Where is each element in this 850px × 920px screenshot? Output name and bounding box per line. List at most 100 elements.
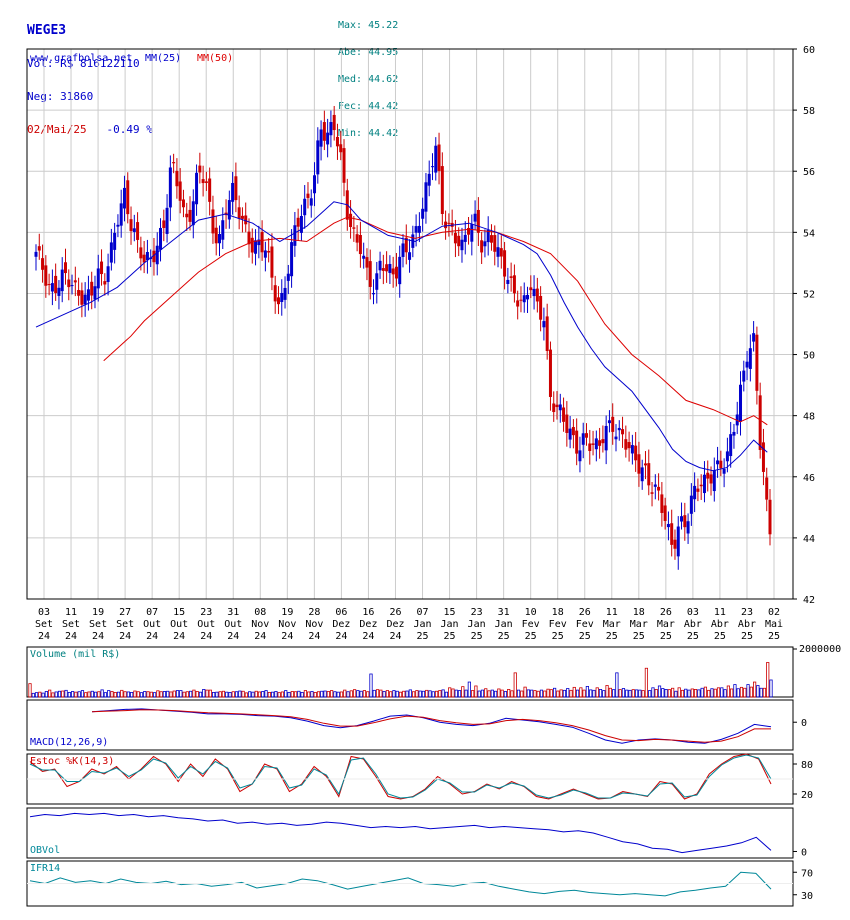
volume-bar: [661, 688, 665, 698]
candle-body: [44, 265, 48, 286]
volume-bar: [480, 689, 485, 698]
candle-body: [211, 209, 215, 234]
candle-body: [240, 215, 244, 219]
price-tick-label: 58: [803, 106, 815, 117]
ifr-series-line: [29, 871, 772, 897]
candle-body: [650, 492, 654, 494]
date-tick-year: 25: [498, 631, 510, 642]
candle-body: [529, 287, 533, 291]
price-frame: [26, 48, 794, 600]
date-tick-year: 24: [146, 631, 158, 642]
date-tick-month: Abr: [711, 619, 729, 630]
volume-bar: [130, 692, 134, 698]
candle-body: [447, 222, 451, 224]
candle-body: [748, 348, 752, 369]
volume-bar: [375, 689, 380, 698]
volume-bar: [267, 692, 271, 698]
candle-body: [113, 232, 117, 250]
volume-bar: [497, 688, 501, 698]
volume-bar: [80, 690, 85, 698]
volume-bar: [238, 690, 242, 698]
volume-bar: [313, 692, 317, 698]
volume-bar: [352, 689, 357, 698]
volume-bar: [700, 687, 704, 698]
candle-body: [532, 288, 536, 297]
candle-body: [339, 144, 343, 153]
candle-body: [689, 495, 693, 514]
volume-bar: [546, 688, 550, 698]
candle-body: [676, 526, 680, 557]
volume-bar: [369, 673, 373, 698]
volume-bar: [612, 689, 616, 698]
date-tick-month: Dez: [386, 619, 404, 630]
candle-body: [427, 173, 431, 186]
candle-body: [480, 240, 484, 253]
candle-body: [722, 468, 726, 474]
candle-body: [719, 460, 723, 469]
volume-panel: Volume (mil R$) 2000000: [26, 644, 841, 698]
candle-body: [716, 460, 720, 465]
candle-body: [761, 442, 765, 472]
volume-bar: [500, 689, 504, 698]
volume-bar: [582, 689, 586, 698]
candle-body: [175, 170, 179, 187]
stat-max: Max: 45.22: [338, 21, 398, 31]
candle-body: [309, 198, 313, 206]
candle-body: [358, 235, 362, 255]
candle-body: [247, 231, 251, 245]
volume-bar: [723, 689, 727, 698]
stat-min: Min: 44.42: [338, 129, 398, 139]
price-tick-label: 42: [803, 595, 815, 606]
candle-body: [257, 239, 261, 246]
ma25-line: [35, 201, 768, 472]
date-tick-year: 24: [335, 631, 347, 642]
candle-body: [470, 224, 474, 242]
candle-body: [145, 252, 149, 261]
volume-bar: [398, 691, 403, 698]
date-tick-year: 25: [606, 631, 618, 642]
date-tick-day: 03: [687, 607, 699, 618]
candle-body: [73, 280, 77, 283]
volume-bar: [444, 691, 449, 698]
volume-bar: [330, 690, 334, 698]
volume-bar: [185, 691, 189, 698]
date-tick-day: 26: [579, 607, 591, 618]
volume-bar: [356, 690, 360, 698]
volume-bar: [441, 689, 445, 698]
candle-body: [588, 443, 592, 452]
candle-body: [637, 454, 641, 474]
obv-title: OBVol: [30, 845, 60, 856]
date-tick-month: Abr: [684, 619, 702, 630]
candle-body: [306, 193, 310, 198]
volume-bar: [756, 685, 760, 698]
date-tick-day: 11: [606, 607, 618, 618]
candle-body: [489, 235, 493, 243]
date-tick-month: Nov: [251, 619, 269, 630]
volume-bar: [244, 692, 248, 698]
volume-bar: [116, 691, 121, 698]
volume-bar: [421, 690, 426, 698]
volume-bar: [766, 662, 770, 698]
volume-bar: [67, 692, 71, 698]
candle-body: [122, 187, 126, 209]
volume-bar: [343, 689, 347, 698]
candle-body: [372, 293, 376, 295]
volume-bar: [412, 691, 416, 698]
candle-body: [522, 295, 526, 303]
candle-body: [408, 252, 412, 260]
candle-body: [535, 288, 539, 302]
candle-body: [585, 433, 588, 438]
volume-bar: [598, 689, 603, 698]
candle-body: [276, 297, 280, 305]
volume-bar: [736, 688, 740, 698]
date-tick-day: 07: [416, 607, 428, 618]
date-tick-month: Fev: [576, 619, 594, 630]
volume-bar: [520, 690, 524, 698]
date-tick-year: 25: [471, 631, 483, 642]
volume-bar: [228, 692, 232, 698]
candle-body: [624, 439, 628, 450]
date-tick-month: Dez: [332, 619, 350, 630]
volume-bar: [693, 689, 698, 698]
volume-bar: [241, 690, 245, 698]
candle-body: [519, 299, 523, 301]
